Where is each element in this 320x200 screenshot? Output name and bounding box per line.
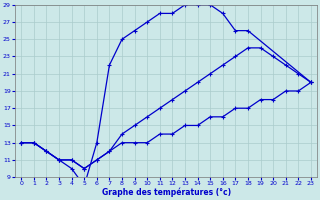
X-axis label: Graphe des températures (°c): Graphe des températures (°c) [101,188,231,197]
